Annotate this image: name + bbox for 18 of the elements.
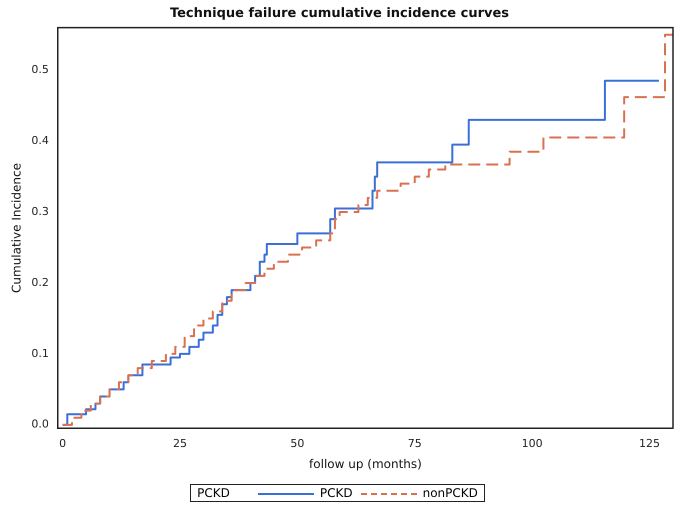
legend-label: PCKD <box>318 486 353 500</box>
y-tick-label: 0.5 <box>31 63 49 76</box>
y-tick-label: 0.0 <box>31 418 49 431</box>
chart-title: Technique failure cumulative incidence curves <box>170 6 510 22</box>
y-tick-label: 0.3 <box>31 204 49 218</box>
y-tick-label: 0.2 <box>31 276 49 289</box>
y-tick-label: 0.4 <box>31 134 49 147</box>
x-tick-label: 50 <box>290 436 304 450</box>
legend-title: PCKD <box>197 486 230 500</box>
x-tick-label: 25 <box>172 436 187 450</box>
x-axis-title: follow up (months) <box>309 456 422 471</box>
y-tick-label: 0.1 <box>31 346 49 360</box>
x-tick-label: 125 <box>639 436 660 450</box>
y-axis-title: Cumulative Incidence <box>9 163 24 293</box>
x-tick-label: 0 <box>59 436 66 450</box>
x-tick-label: 100 <box>522 436 543 450</box>
x-tick-label: 75 <box>408 436 422 450</box>
legend-label: nonPCKD <box>422 486 478 500</box>
